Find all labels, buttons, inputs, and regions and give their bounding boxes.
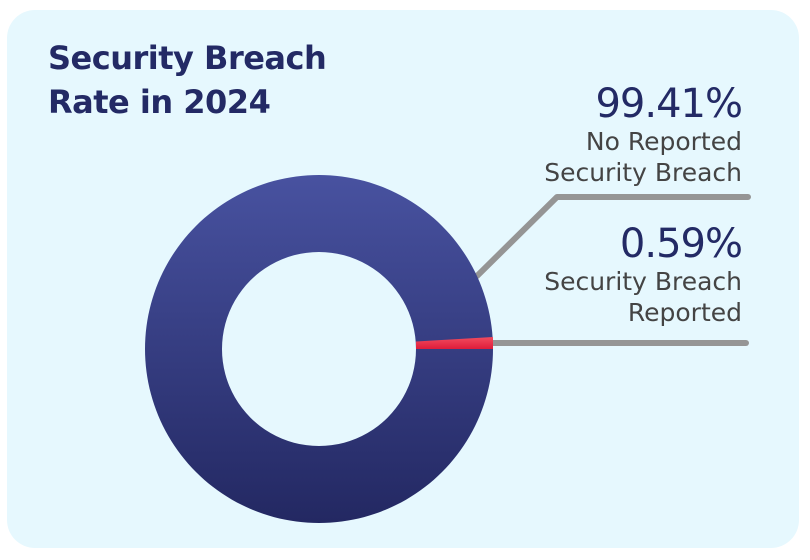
title-line-1: Security Breach	[48, 39, 327, 77]
donut-segment-no-breach	[145, 175, 494, 523]
desc-breach-line2: Reported	[627, 298, 742, 327]
desc-breach-line1: Security Breach	[544, 267, 742, 296]
percent-breach: 0.59%	[619, 221, 743, 267]
callout-no-breach: 99.41% No Reported Security Breach	[544, 81, 743, 188]
donut-segment-breach	[416, 337, 493, 349]
title-line-2: Rate in 2024	[48, 83, 271, 121]
desc-no-breach-line1: No Reported	[585, 127, 742, 156]
chart-title: Security Breach Rate in 2024	[48, 36, 327, 124]
callout-breach: 0.59% Security Breach Reported	[544, 221, 743, 328]
percent-no-breach: 99.41%	[595, 81, 743, 127]
leader-line-no-breach	[474, 194, 751, 279]
desc-no-breach-line2: Security Breach	[544, 158, 742, 187]
